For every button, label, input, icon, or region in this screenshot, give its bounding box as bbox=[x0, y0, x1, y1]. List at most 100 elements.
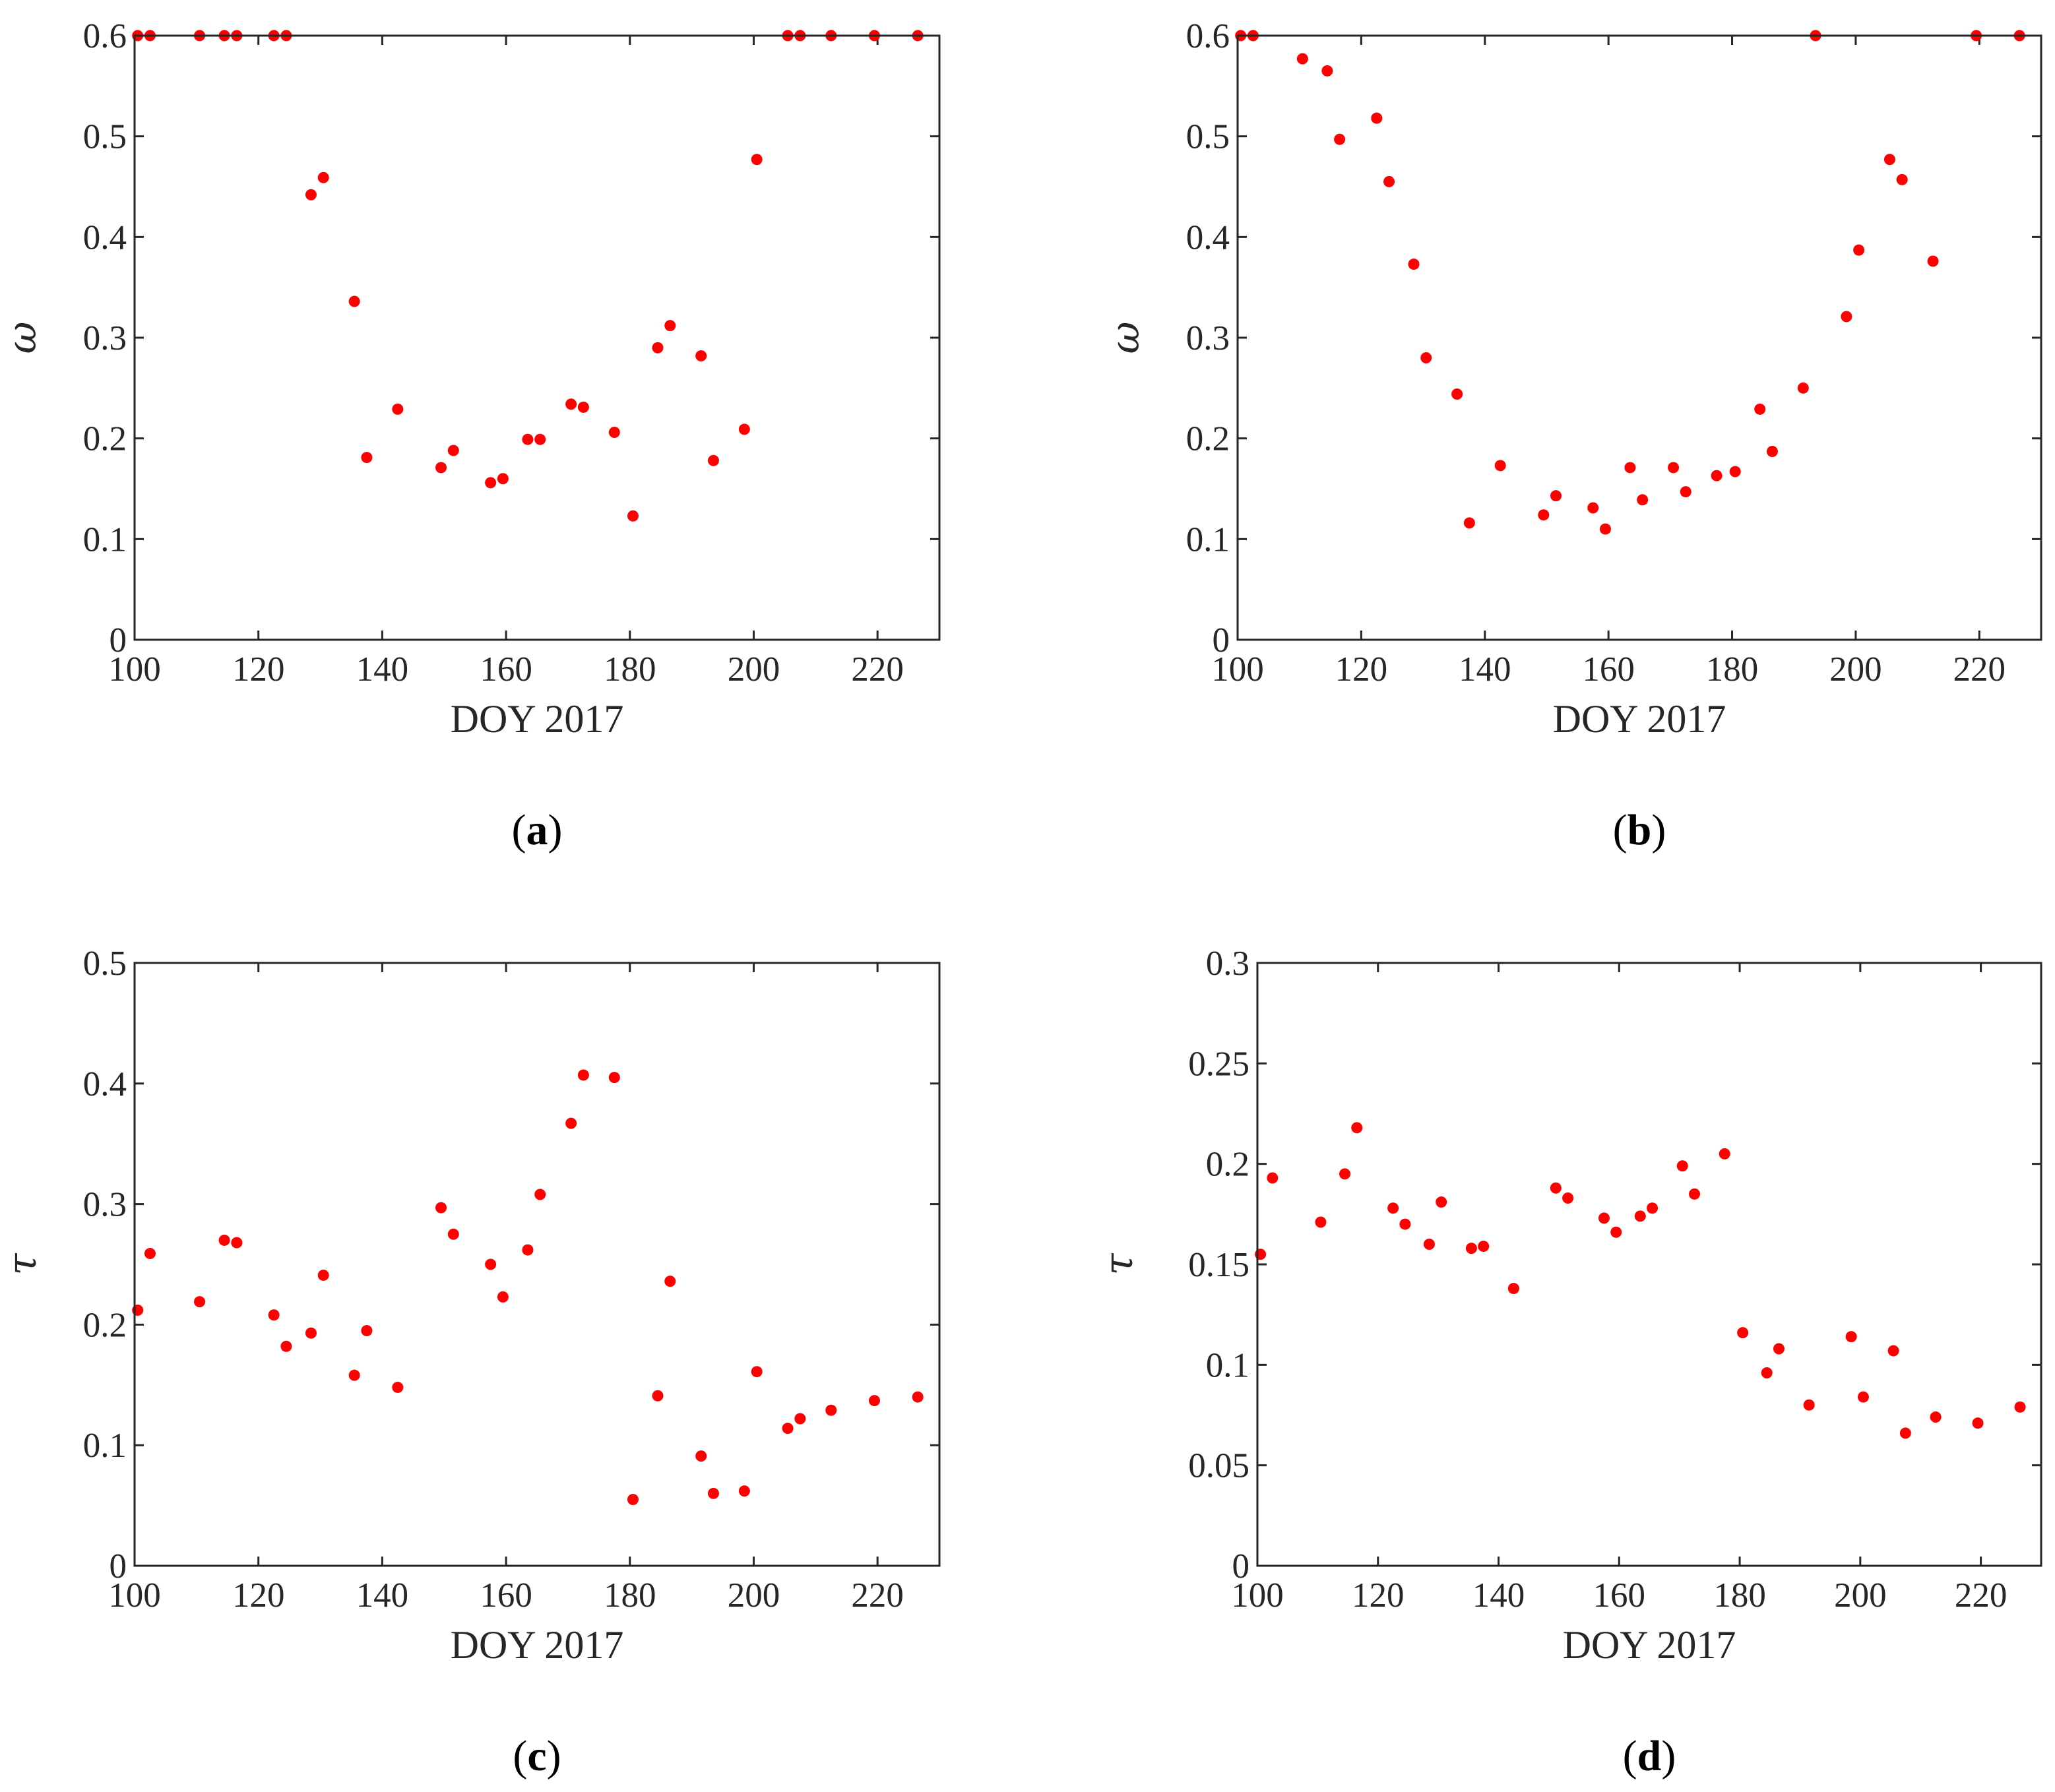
panel-caption: (b) bbox=[1613, 806, 1666, 854]
y-tick-label: 0.1 bbox=[83, 520, 127, 559]
caption-open-paren: ( bbox=[513, 1732, 527, 1780]
data-point bbox=[868, 1395, 880, 1407]
y-tick-label: 0.4 bbox=[1186, 218, 1230, 257]
x-tick-label: 160 bbox=[1582, 650, 1635, 689]
data-point bbox=[1689, 1188, 1701, 1200]
caption-close-paren: ) bbox=[1661, 1732, 1676, 1780]
y-tick-label: 0.5 bbox=[83, 118, 127, 156]
data-point bbox=[1550, 1182, 1562, 1194]
caption-close-paren: ) bbox=[547, 1732, 561, 1780]
data-point bbox=[1420, 352, 1432, 364]
data-point bbox=[1853, 244, 1865, 256]
data-point bbox=[652, 1390, 664, 1402]
data-point bbox=[1267, 1172, 1279, 1184]
y-tick-label: 0.4 bbox=[83, 218, 127, 257]
panel-caption: (c) bbox=[513, 1732, 561, 1780]
data-point bbox=[565, 1117, 577, 1129]
x-tick-label: 100 bbox=[1231, 1576, 1284, 1615]
data-point bbox=[794, 1413, 806, 1425]
data-point bbox=[485, 1258, 497, 1270]
data-point bbox=[1668, 462, 1680, 474]
x-tick-label: 200 bbox=[728, 1576, 780, 1615]
x-tick-label: 140 bbox=[1472, 1576, 1525, 1615]
y-tick-label: 0.3 bbox=[1186, 319, 1230, 357]
chart-panel-d: 100 120 140 160 180 200 220 0 0.05 0.1 0.15 0.2 0.25… bbox=[1096, 944, 2042, 1780]
caption-close-paren: ) bbox=[1651, 806, 1666, 854]
data-point bbox=[577, 1069, 589, 1081]
data-point bbox=[1371, 112, 1383, 124]
y-tick-label: 0 bbox=[110, 1547, 127, 1586]
caption-open-paren: ( bbox=[1613, 806, 1628, 854]
axes-box bbox=[1256, 962, 2042, 1567]
caption-open-paren: ( bbox=[512, 806, 526, 854]
y-tick-label: 0.5 bbox=[1186, 118, 1230, 156]
x-tick-label: 140 bbox=[356, 1576, 409, 1615]
data-point bbox=[1423, 1239, 1435, 1251]
data-point bbox=[534, 1189, 546, 1200]
x-axis-label: DOY 2017 bbox=[1563, 1623, 1736, 1667]
data-point bbox=[1857, 1391, 1869, 1403]
data-point bbox=[1451, 388, 1463, 400]
data-point bbox=[738, 1485, 750, 1497]
x-tick-label: 100 bbox=[1211, 650, 1264, 689]
data-point bbox=[280, 1340, 292, 1352]
plot-area bbox=[1257, 963, 2041, 1566]
x-tick-label: 180 bbox=[1706, 650, 1759, 689]
data-point bbox=[1436, 1196, 1447, 1208]
x-tick-label: 140 bbox=[1459, 650, 1511, 689]
plot-area bbox=[1238, 36, 2041, 640]
chart-panel-c: 100 120 140 160 180 200 220 0 0.1 0.2 0.3 0.4 0.5 DOY… bbox=[0, 944, 941, 1780]
data-point bbox=[1972, 1417, 1984, 1429]
x-tick-label: 160 bbox=[480, 650, 532, 689]
data-point bbox=[577, 401, 589, 413]
data-point bbox=[1387, 1202, 1399, 1214]
data-point bbox=[1399, 1218, 1411, 1230]
y-axis-label: τ bbox=[0, 1253, 46, 1276]
data-point bbox=[231, 1237, 243, 1249]
x-axis-label: DOY 2017 bbox=[451, 697, 624, 741]
data-point bbox=[1624, 462, 1636, 474]
data-point bbox=[1507, 1283, 1519, 1295]
data-point bbox=[194, 1296, 206, 1308]
data-point bbox=[1676, 1160, 1688, 1172]
caption-close-paren: ) bbox=[548, 806, 563, 854]
x-axis-label: DOY 2017 bbox=[1553, 697, 1726, 741]
data-point bbox=[305, 189, 317, 201]
axes-box bbox=[133, 34, 941, 641]
x-tick-label: 200 bbox=[728, 650, 780, 689]
y-tick-label: 0.15 bbox=[1188, 1246, 1249, 1284]
data-point bbox=[435, 1202, 447, 1214]
data-point bbox=[2014, 1401, 2026, 1413]
data-point bbox=[1339, 1168, 1351, 1180]
y-tick-label: 0.05 bbox=[1188, 1447, 1249, 1485]
data-point bbox=[1766, 446, 1778, 458]
data-point bbox=[738, 423, 750, 435]
data-point bbox=[608, 1072, 620, 1084]
series-d-0 bbox=[1255, 1122, 2026, 1439]
data-point bbox=[1538, 509, 1550, 521]
y-tick-label: 0 bbox=[1213, 621, 1230, 660]
chart-panel-a: 100 120 140 160 180 200 220 0 0.1 0.2 0.3 0.4 0.5 0.6… bbox=[0, 17, 941, 854]
data-point bbox=[1550, 490, 1562, 502]
data-point bbox=[1494, 460, 1506, 472]
data-point bbox=[627, 510, 639, 522]
data-point bbox=[1754, 403, 1766, 415]
panel-caption: (d) bbox=[1623, 1732, 1676, 1780]
data-point bbox=[361, 1325, 373, 1337]
x-tick-label: 180 bbox=[604, 650, 656, 689]
data-point bbox=[664, 320, 676, 332]
x-tick-label: 120 bbox=[1352, 1576, 1405, 1615]
data-point bbox=[1719, 1148, 1730, 1159]
data-point bbox=[707, 454, 719, 466]
data-point bbox=[565, 398, 577, 410]
data-point bbox=[1680, 486, 1691, 498]
data-point bbox=[392, 1381, 404, 1393]
data-point bbox=[1463, 517, 1475, 529]
data-point bbox=[627, 1493, 639, 1505]
data-point bbox=[447, 1228, 459, 1240]
data-point bbox=[751, 1366, 763, 1378]
data-point bbox=[218, 1234, 230, 1246]
data-point bbox=[1599, 523, 1611, 535]
y-tick-label: 0.3 bbox=[83, 1186, 127, 1224]
y-tick-label: 0.1 bbox=[83, 1427, 127, 1465]
